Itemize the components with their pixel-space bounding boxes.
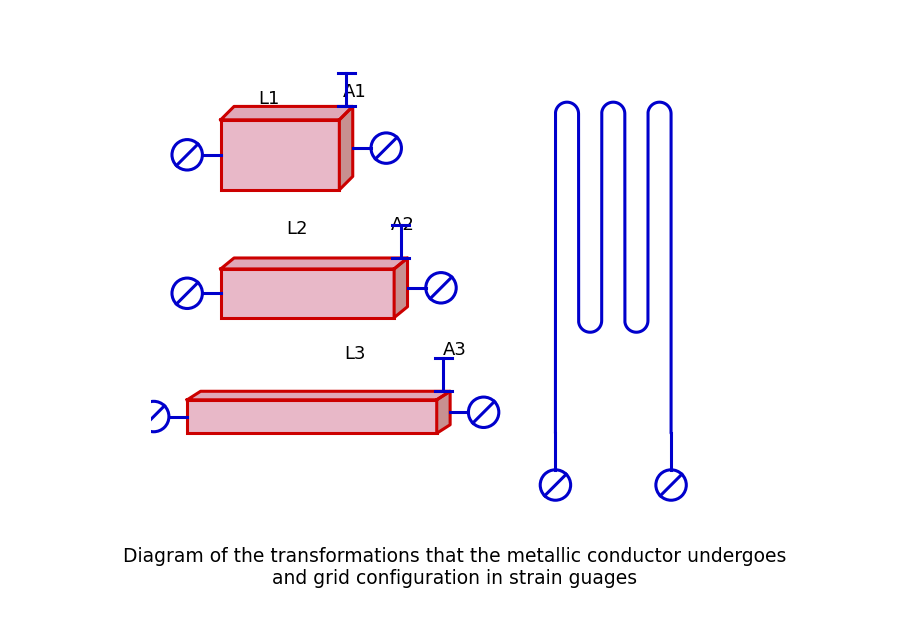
Bar (187, 400, 437, 433)
Text: L3: L3 (344, 345, 365, 363)
Text: A2: A2 (391, 215, 415, 233)
Polygon shape (437, 391, 450, 433)
Text: L1: L1 (258, 89, 280, 107)
Text: L2: L2 (286, 220, 308, 238)
Text: A3: A3 (443, 341, 467, 359)
Bar (220, 120, 339, 190)
Polygon shape (220, 106, 353, 120)
Text: A1: A1 (343, 83, 367, 101)
Polygon shape (394, 258, 408, 318)
Text: Diagram of the transformations that the metallic conductor undergoes
and grid co: Diagram of the transformations that the … (124, 547, 786, 587)
Polygon shape (339, 106, 353, 190)
Bar (220, 269, 394, 318)
Polygon shape (187, 391, 450, 400)
Polygon shape (220, 258, 408, 269)
